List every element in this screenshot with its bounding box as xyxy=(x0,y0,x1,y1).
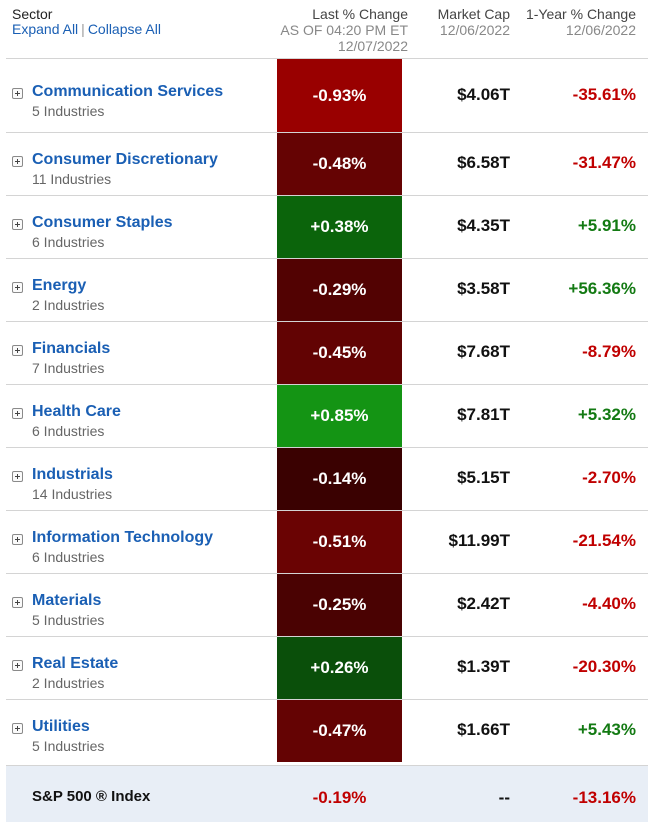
expand-row-icon[interactable] xyxy=(12,534,23,545)
one-year-label: 1-Year % Change xyxy=(525,6,636,22)
sector-row: Consumer Staples 6 Industries +0.38% $4.35T… xyxy=(6,195,648,258)
one-year-change-value: +5.32% xyxy=(577,405,636,424)
sector-name-link[interactable]: Financials xyxy=(32,340,111,357)
last-change-cell: -0.93% xyxy=(277,59,402,132)
index-summary-row: S&P 500 ® Index -0.19% -- -13.16% xyxy=(6,765,648,822)
market-cap-value: $3.58T xyxy=(457,279,510,298)
sector-column-header: Sector xyxy=(12,6,53,22)
collapse-all-link[interactable]: Collapse All xyxy=(87,21,161,37)
industry-count: 14 Industries xyxy=(32,486,113,502)
last-change-column-header[interactable]: Last % Change AS OF 04:20 PM ET 12/07/20… xyxy=(280,6,408,54)
sector-row: Consumer Discretionary 11 Industries -0.48… xyxy=(6,132,648,195)
sector-row: Utilities 5 Industries -0.47% $1.66T +5.43% xyxy=(6,699,648,762)
last-change-cell: +0.85% xyxy=(277,385,402,447)
expand-row-icon[interactable] xyxy=(12,597,23,608)
last-change-cell: -0.29% xyxy=(277,259,402,321)
table-header: Sector Expand All | Collapse All Last % Ch… xyxy=(0,0,649,58)
sector-name-link[interactable]: Consumer Staples xyxy=(32,214,173,231)
expand-row-icon[interactable] xyxy=(12,660,23,671)
last-change-cell: -0.51% xyxy=(277,511,402,573)
one-year-change-value: +5.43% xyxy=(577,720,636,739)
last-change-label: Last % Change xyxy=(312,6,408,22)
market-cap-value: $7.68T xyxy=(457,342,510,361)
index-market-cap: -- xyxy=(498,788,510,807)
industry-count: 6 Industries xyxy=(32,549,105,565)
last-change-cell: +0.38% xyxy=(277,196,402,258)
market-cap-value: $1.66T xyxy=(457,720,510,739)
expand-row-icon[interactable] xyxy=(12,219,23,230)
industry-count: 5 Industries xyxy=(32,612,105,628)
industry-count: 2 Industries xyxy=(32,675,105,691)
industry-count: 5 Industries xyxy=(32,738,105,754)
one-year-date: 12/06/2022 xyxy=(565,22,636,38)
last-change-cell: -0.47% xyxy=(277,700,402,762)
last-change-cell: -0.25% xyxy=(277,574,402,636)
expand-row-icon[interactable] xyxy=(12,282,23,293)
one-year-change-value: -4.40% xyxy=(582,594,636,613)
market-cap-value: $2.42T xyxy=(457,594,510,613)
expand-row-icon[interactable] xyxy=(12,471,23,482)
sector-name-link[interactable]: Consumer Discretionary xyxy=(32,151,218,168)
sector-name-link[interactable]: Energy xyxy=(32,277,87,294)
one-year-change-value: -8.79% xyxy=(582,342,636,361)
expand-collapse-links: Expand All | Collapse All xyxy=(12,21,161,37)
sector-name-link[interactable]: Industrials xyxy=(32,466,113,483)
one-year-change-value: -21.54% xyxy=(572,531,636,550)
expand-row-icon[interactable] xyxy=(12,408,23,419)
one-year-change-value: +56.36% xyxy=(568,279,636,298)
sector-name-link[interactable]: Communication Services xyxy=(32,83,224,100)
expand-row-icon[interactable] xyxy=(12,345,23,356)
market-cap-value: $11.99T xyxy=(448,531,510,550)
sector-row: Health Care 6 Industries +0.85% $7.81T +5.32… xyxy=(6,384,648,447)
market-cap-column-header[interactable]: Market Cap 12/06/2022 xyxy=(438,6,510,38)
one-year-column-header[interactable]: 1-Year % Change 12/06/2022 xyxy=(526,6,636,38)
industry-count: 6 Industries xyxy=(32,234,105,250)
last-change-date: 12/07/2022 xyxy=(337,38,408,54)
market-cap-value: $1.39T xyxy=(457,657,510,676)
industry-count: 7 Industries xyxy=(32,360,105,376)
market-cap-value: $5.15T xyxy=(457,468,510,487)
sector-row: Energy 2 Industries -0.29% $3.58T +56.36% xyxy=(6,258,648,321)
industry-count: 6 Industries xyxy=(32,423,105,439)
last-change-cell: -0.14% xyxy=(277,448,402,510)
sector-name-link[interactable]: Health Care xyxy=(32,403,121,420)
index-last-change: -0.19% xyxy=(312,788,367,807)
one-year-change-value: -2.70% xyxy=(582,468,636,487)
sector-row: Communication Services 5 Industries -0.93%… xyxy=(6,58,648,132)
industry-count: 5 Industries xyxy=(32,103,105,119)
link-separator: | xyxy=(81,21,85,37)
expand-row-icon[interactable] xyxy=(12,88,23,99)
sector-table-body: Communication Services 5 Industries -0.93%… xyxy=(6,58,648,762)
industry-count: 2 Industries xyxy=(32,297,105,313)
sector-name-link[interactable]: Information Technology xyxy=(32,529,214,546)
one-year-change-value: -35.61% xyxy=(572,85,636,104)
sector-row: Financials 7 Industries -0.45% $7.68T -8.79% xyxy=(6,321,648,384)
sector-row: Real Estate 2 Industries +0.26% $1.39T -20.3… xyxy=(6,636,648,699)
one-year-change-value: -20.30% xyxy=(572,657,636,676)
expand-row-icon[interactable] xyxy=(12,723,23,734)
sector-row: Information Technology 6 Industries -0.51%… xyxy=(6,510,648,573)
one-year-change-value: +5.91% xyxy=(577,216,636,235)
sector-row: Materials 5 Industries -0.25% $2.42T -4.40% xyxy=(6,573,648,636)
sector-name-link[interactable]: Materials xyxy=(32,592,102,609)
expand-row-icon[interactable] xyxy=(12,156,23,167)
market-cap-value: $4.06T xyxy=(457,85,510,104)
market-cap-date: 12/06/2022 xyxy=(439,22,510,38)
market-cap-label: Market Cap xyxy=(437,6,510,22)
sector-row: Industrials 14 Industries -0.14% $5.15T -2.7… xyxy=(6,447,648,510)
one-year-change-value: -31.47% xyxy=(572,153,636,172)
sector-name-link[interactable]: Real Estate xyxy=(32,655,119,672)
market-cap-value: $4.35T xyxy=(457,216,510,235)
last-change-cell: -0.45% xyxy=(277,322,402,384)
last-change-asof: AS OF 04:20 PM ET xyxy=(280,22,408,38)
sector-name-link[interactable]: Utilities xyxy=(32,718,90,735)
market-cap-value: $6.58T xyxy=(457,153,510,172)
market-cap-value: $7.81T xyxy=(457,405,510,424)
last-change-cell: -0.48% xyxy=(277,133,402,195)
industry-count: 11 Industries xyxy=(32,171,112,187)
index-one-year-change: -13.16% xyxy=(572,788,636,807)
index-label: S&P 500 ® Index xyxy=(32,788,151,805)
last-change-cell: +0.26% xyxy=(277,637,402,699)
expand-all-link[interactable]: Expand All xyxy=(12,21,79,37)
